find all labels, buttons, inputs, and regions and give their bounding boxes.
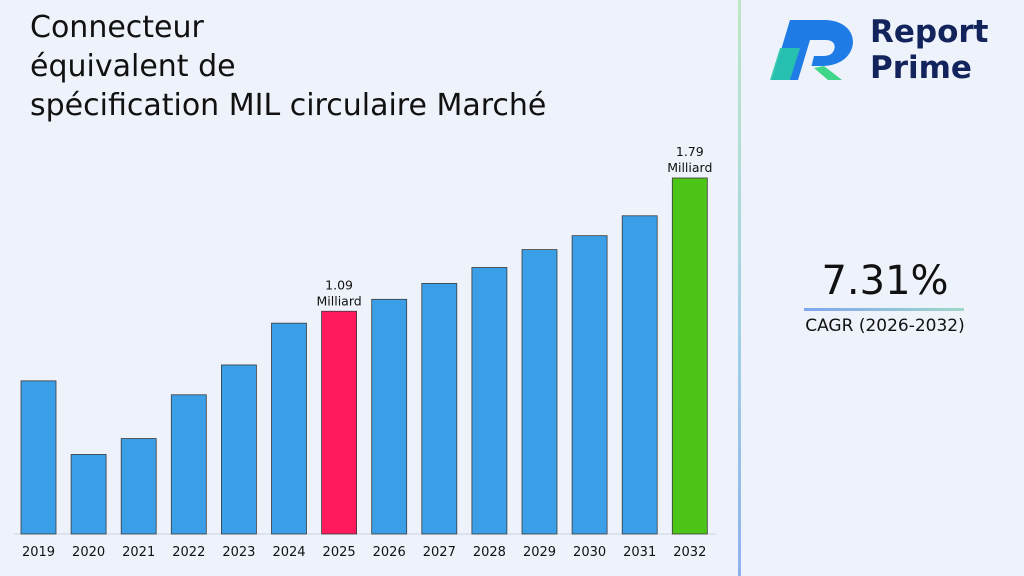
bar-2021 [120,438,157,535]
x-tick-label: 2030 [573,545,606,560]
x-tick-label: 2021 [122,545,155,560]
bar-2026 [371,298,408,535]
x-tick-label: 2026 [373,545,406,560]
bar-2028 [471,267,508,535]
cagr-value: 7.31% [821,258,949,304]
x-tick-label: 2024 [272,545,305,560]
chart-title-line: équivalent de [30,49,236,84]
data-label: 1.79 [676,144,704,159]
x-tick-label: 2031 [623,545,656,560]
chart-title-line: Connecteur [30,10,204,45]
logo-word-prime: Prime [870,50,972,86]
data-label: Milliard [316,293,361,308]
divider [738,0,741,576]
x-tick-label: 2019 [22,545,55,560]
bar-chart: 2019 2020 2021 2022 2023 2024 2025 2026 2027 2028… [14,144,716,560]
bar-2031 [621,215,658,535]
x-tick-label: 2032 [673,545,706,560]
bar-2020 [70,454,107,535]
chart-title-line: spécification MIL circulaire Marché [30,88,547,123]
report-prime-logo-icon [770,20,853,80]
data-label: 1.09 [325,277,353,292]
x-tick-label: 2027 [423,545,456,560]
bar-2030 [571,235,608,535]
x-tick-label: 2023 [222,545,255,560]
x-tick-label: 2020 [72,545,105,560]
bar-2023 [220,364,257,535]
bar-2029 [521,249,558,535]
bar-2027 [421,283,458,535]
x-tick-label: 2028 [473,545,506,560]
x-tick-label: 2022 [172,545,205,560]
chart-title: Connecteur équivalent de spécification M… [30,8,670,125]
x-tick-label: 2029 [523,545,556,560]
bar-2022 [170,394,207,535]
bar-2025 [321,310,358,535]
logo-word-report: Report [870,14,989,50]
cagr-label: CAGR (2026-2032) [805,316,965,336]
x-tick-label: 2025 [323,545,356,560]
data-label: Milliard [667,160,712,175]
cagr-underline [804,308,964,311]
bar-2032 [671,177,708,535]
bar-2024 [271,322,307,535]
bar-2019 [20,380,57,535]
logo-wordmark: Report Prime [870,14,989,86]
